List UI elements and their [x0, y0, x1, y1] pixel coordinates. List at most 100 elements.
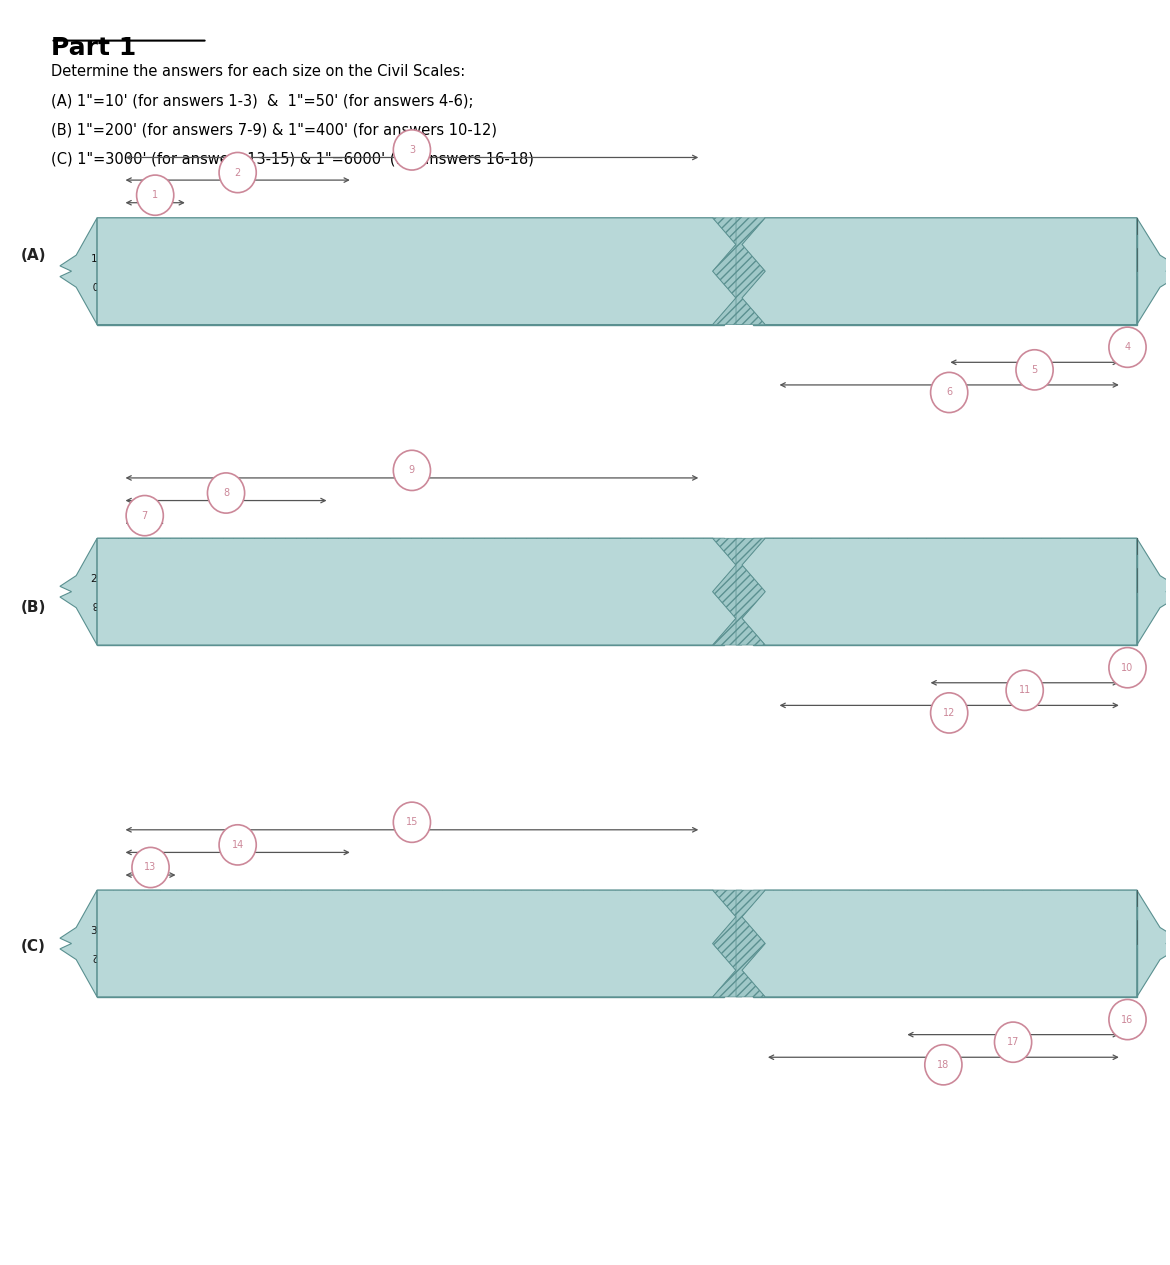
Text: 30: 30 — [102, 904, 121, 918]
Circle shape — [994, 1022, 1032, 1063]
Text: 2: 2 — [987, 278, 994, 288]
Polygon shape — [1137, 218, 1170, 325]
Text: 60: 60 — [436, 951, 448, 961]
Text: 60: 60 — [91, 278, 103, 288]
Text: 8: 8 — [721, 926, 728, 936]
Polygon shape — [97, 315, 724, 325]
Polygon shape — [742, 218, 1137, 325]
Text: 0: 0 — [121, 253, 126, 263]
Text: 0: 0 — [121, 573, 126, 583]
Text: 52: 52 — [300, 278, 312, 288]
Text: 2: 2 — [1007, 951, 1013, 961]
Circle shape — [930, 372, 968, 412]
Polygon shape — [60, 538, 97, 645]
Circle shape — [1109, 648, 1147, 688]
Text: 24: 24 — [1100, 574, 1113, 584]
Circle shape — [924, 1045, 962, 1085]
Text: 72: 72 — [91, 951, 103, 961]
Circle shape — [207, 473, 245, 514]
Text: 50: 50 — [1117, 282, 1135, 295]
Text: 60: 60 — [1117, 954, 1135, 968]
Circle shape — [137, 175, 174, 215]
Text: 1: 1 — [152, 190, 158, 200]
Text: 0: 0 — [1083, 600, 1090, 610]
Circle shape — [393, 802, 431, 842]
Text: 3: 3 — [721, 254, 728, 263]
Polygon shape — [742, 538, 1137, 645]
Text: 10: 10 — [1121, 663, 1134, 673]
Text: 62: 62 — [373, 951, 386, 961]
Polygon shape — [753, 891, 1137, 904]
Polygon shape — [742, 891, 1137, 997]
Text: 0: 0 — [108, 574, 115, 584]
Polygon shape — [736, 891, 765, 997]
Text: (C): (C) — [21, 939, 46, 954]
Polygon shape — [1137, 891, 1170, 997]
Text: 12: 12 — [943, 708, 956, 719]
Text: (B): (B) — [21, 600, 46, 615]
Text: 11: 11 — [778, 254, 791, 263]
Text: 58: 58 — [143, 278, 156, 288]
Text: 30: 30 — [90, 926, 104, 936]
Text: Determine the answers for each size on the Civil Scales:: Determine the answers for each size on t… — [50, 65, 464, 80]
Polygon shape — [753, 538, 1137, 552]
Text: 0: 0 — [108, 926, 115, 936]
Text: 20: 20 — [102, 553, 121, 565]
Polygon shape — [753, 635, 1137, 645]
Text: 3: 3 — [408, 145, 415, 154]
Polygon shape — [97, 891, 736, 997]
Text: 1: 1 — [303, 254, 309, 263]
Circle shape — [126, 496, 164, 536]
Text: 2: 2 — [992, 600, 998, 610]
Polygon shape — [753, 218, 1137, 325]
Text: 2: 2 — [303, 574, 309, 584]
Text: (A): (A) — [20, 248, 46, 263]
Text: 50: 50 — [352, 278, 365, 288]
Text: 58: 58 — [493, 951, 504, 961]
Circle shape — [1109, 328, 1147, 367]
Text: 2: 2 — [512, 254, 518, 263]
Polygon shape — [97, 635, 724, 645]
Polygon shape — [97, 267, 724, 276]
Text: 48: 48 — [456, 278, 469, 288]
Text: 0: 0 — [121, 925, 126, 935]
Text: 46: 46 — [562, 278, 573, 288]
Text: 4: 4 — [893, 600, 899, 610]
Circle shape — [219, 825, 256, 865]
Polygon shape — [97, 538, 724, 552]
Polygon shape — [1137, 538, 1170, 645]
Text: 34: 34 — [938, 926, 951, 936]
Text: 48: 48 — [91, 600, 103, 610]
Text: 0: 0 — [108, 254, 115, 263]
Text: 4: 4 — [930, 951, 937, 961]
Circle shape — [393, 450, 431, 491]
Text: 18: 18 — [937, 1060, 950, 1070]
Polygon shape — [97, 939, 724, 949]
Text: 4: 4 — [512, 574, 518, 584]
Circle shape — [930, 693, 968, 732]
Text: 13: 13 — [144, 863, 157, 873]
Text: 2: 2 — [234, 167, 241, 177]
Text: 6: 6 — [947, 387, 952, 397]
Polygon shape — [736, 218, 765, 325]
Text: 56: 56 — [195, 278, 208, 288]
Text: 22: 22 — [778, 574, 791, 584]
Text: 9: 9 — [408, 466, 415, 476]
Text: 7: 7 — [142, 511, 147, 521]
Text: (A) 1"=10' (for answers 1-3)  &  1"=50' (for answers 4-6);: (A) 1"=10' (for answers 1-3) & 1"=50' (f… — [50, 94, 473, 109]
Polygon shape — [97, 987, 724, 997]
Polygon shape — [753, 587, 1137, 597]
Polygon shape — [97, 891, 724, 997]
Polygon shape — [60, 218, 97, 325]
Text: 40: 40 — [1117, 602, 1135, 615]
Text: 5: 5 — [617, 574, 622, 584]
Text: 32: 32 — [778, 926, 791, 936]
Polygon shape — [713, 538, 742, 645]
Circle shape — [219, 153, 256, 192]
Polygon shape — [753, 891, 1137, 997]
Polygon shape — [753, 267, 1137, 276]
Text: 8: 8 — [223, 488, 229, 498]
Polygon shape — [97, 218, 724, 325]
Polygon shape — [736, 538, 765, 645]
Polygon shape — [753, 939, 1137, 949]
